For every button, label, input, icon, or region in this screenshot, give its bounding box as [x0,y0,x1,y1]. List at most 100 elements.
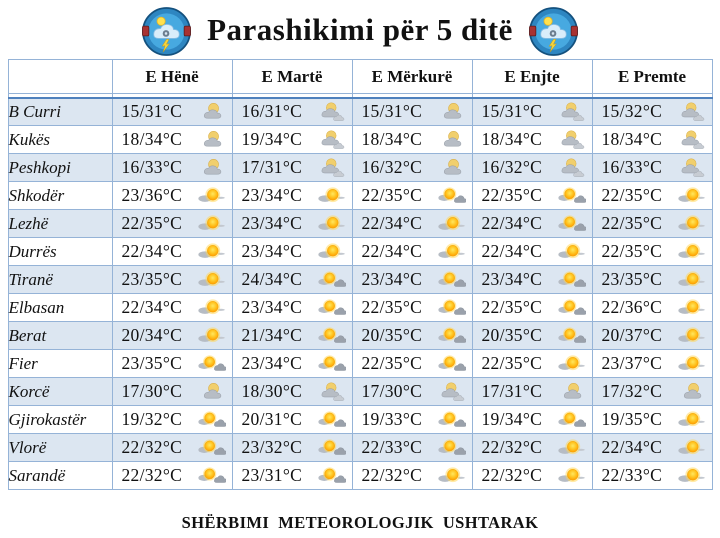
table-row: Durrës 22/34°C 23/34°C 22/34°C 22/34°C 22/35°… [7,237,713,266]
temperature-value: 17/30°C [121,381,183,401]
mostly-sunny-icon [198,269,226,290]
temperature-value: 22/33°C [361,437,423,457]
forecast-cell: 22/32°C [111,433,233,462]
sun-behind-cloud-icon [438,157,466,178]
temperature-value: 23/34°C [241,185,303,205]
forecast-cell: 20/37°C [591,321,713,350]
forecast-cell: 23/34°C [231,293,353,322]
temperature-value: 20/35°C [361,325,423,345]
mostly-sunny-icon [678,437,706,458]
temperature-value: 22/32°C [121,465,183,485]
forecast-cell: 16/31°C [231,97,353,126]
page-header: Parashikimi për 5 ditë [0,0,720,57]
temperature-value: 19/32°C [121,409,183,429]
sun-with-shower-cloud-icon [438,409,466,430]
header-divider-row [7,93,713,99]
mostly-sunny-icon [198,213,226,234]
city-name: Durrës [7,237,113,266]
sun-behind-clouds-shower-icon [318,101,346,122]
sun-behind-clouds-shower-icon [558,101,586,122]
forecast-cell: 22/35°C [471,181,593,210]
mostly-sunny-icon [198,185,226,206]
forecast-cell: 22/32°C [471,461,593,490]
table-row: Kukës 18/34°C 19/34°C 18/34°C 18/34°C 18/34°C [7,125,713,154]
sun-behind-cloud-icon [198,381,226,402]
sun-with-shower-cloud-icon [558,409,586,430]
forecast-cell: 23/34°C [231,237,353,266]
sun-with-shower-cloud-icon [438,185,466,206]
temperature-value: 22/32°C [481,465,543,485]
temperature-value: 21/34°C [241,325,303,345]
sun-behind-cloud-icon [438,129,466,150]
forecast-cell: 22/36°C [591,293,713,322]
mostly-sunny-icon [198,297,226,318]
forecast-cell: 19/34°C [231,125,353,154]
sun-with-shower-cloud-icon [558,213,586,234]
city-name: B Curri [7,97,113,126]
sun-behind-cloud-icon [198,129,226,150]
day-header-tuesday: E Martë [231,59,353,94]
temperature-value: 15/31°C [481,101,543,122]
mostly-sunny-icon [198,241,226,262]
temperature-value: 20/31°C [241,409,303,429]
temperature-value: 17/31°C [241,157,303,177]
forecast-cell: 22/33°C [591,461,713,490]
sun-behind-cloud-icon [558,381,586,402]
forecast-cell: 22/35°C [591,181,713,210]
sun-behind-clouds-shower-icon [318,157,346,178]
forecast-cell: 18/30°C [231,377,353,406]
temperature-value: 23/31°C [241,465,303,485]
sun-with-shower-cloud-icon [558,269,586,290]
forecast-cell: 22/35°C [351,349,473,378]
forecast-cell: 18/34°C [111,125,233,154]
sun-with-shower-cloud-icon [198,465,226,486]
day-header-thursday: E Enjte [471,59,593,94]
forecast-table: E Hënë E Martë E Mërkurë E Enjte E Premt… [7,59,713,490]
table-row: Shkodër 23/36°C 23/34°C 22/35°C 22/35°C 22/35… [7,181,713,210]
sun-with-shower-cloud-icon [198,437,226,458]
temperature-value: 20/34°C [121,325,183,345]
sun-behind-clouds-shower-icon [678,157,706,178]
forecast-cell: 22/33°C [351,433,473,462]
sun-behind-clouds-shower-icon [558,129,586,150]
mostly-sunny-icon [558,353,586,374]
day-header-wednesday: E Mërkurë [351,59,473,94]
sun-with-shower-cloud-icon [318,325,346,346]
temperature-value: 22/32°C [481,437,543,457]
temperature-value: 22/35°C [361,185,423,205]
forecast-cell: 15/31°C [351,97,473,126]
forecast-cell: 22/35°C [591,237,713,266]
temperature-value: 16/33°C [121,157,183,177]
sun-with-shower-cloud-icon [318,409,346,430]
forecast-cell: 22/35°C [591,209,713,238]
forecast-cell: 20/35°C [351,321,473,350]
temperature-value: 22/34°C [121,297,183,317]
forecast-cell: 19/34°C [471,405,593,434]
temperature-value: 16/31°C [241,101,303,122]
forecast-cell: 22/35°C [351,293,473,322]
forecast-cell: 22/32°C [471,433,593,462]
mostly-sunny-icon [438,241,466,262]
city-name: Peshkopi [7,153,113,182]
forecast-cell: 19/33°C [351,405,473,434]
forecast-cell: 23/34°C [351,265,473,294]
forecast-cell: 22/35°C [111,209,233,238]
temperature-value: 23/36°C [121,185,183,205]
sun-behind-clouds-shower-icon [558,157,586,178]
forecast-cell: 19/35°C [591,405,713,434]
sun-with-shower-cloud-icon [318,353,346,374]
temperature-value: 23/35°C [601,269,663,289]
day-header-friday: E Premte [591,59,713,94]
forecast-cell: 18/34°C [471,125,593,154]
forecast-cell: 22/32°C [111,461,233,490]
sun-with-shower-cloud-icon [558,297,586,318]
page-title: Parashikimi për 5 ditë [207,11,513,47]
forecast-cell: 20/31°C [231,405,353,434]
sun-behind-clouds-shower-icon [678,101,706,122]
corner-cell [7,59,113,94]
temperature-value: 18/30°C [241,381,303,401]
temperature-value: 19/34°C [241,129,303,149]
sun-with-shower-cloud-icon [318,437,346,458]
sun-with-shower-cloud-icon [558,185,586,206]
